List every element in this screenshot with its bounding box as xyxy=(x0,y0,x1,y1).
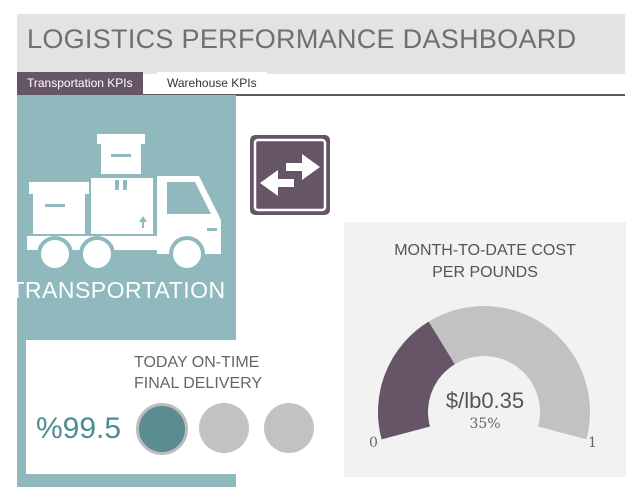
indicator-dot-empty xyxy=(264,403,314,453)
transportation-label: TRANSPORTATION xyxy=(10,277,226,303)
cost-gauge xyxy=(378,306,590,440)
on-time-delivery-card: TODAY ON-TIME FINAL DELIVERY %99.5 xyxy=(26,340,348,474)
delivery-value: %99.5 xyxy=(36,412,122,445)
swap-arrows-icon xyxy=(253,138,327,212)
gauge-min-label: 0 xyxy=(369,435,378,451)
indicator-dot-empty xyxy=(199,403,249,453)
page-title: LOGISTICS PERFORMANCE DASHBOARD xyxy=(27,24,577,54)
swap-button[interactable] xyxy=(250,135,330,215)
cost-title-line2: PER POUNDS xyxy=(432,264,538,281)
cost-title: MONTH-TO-DATE COST PER POUNDS xyxy=(344,240,626,284)
cost-title-line1: MONTH-TO-DATE COST xyxy=(394,242,576,259)
gauge-percent: 35% xyxy=(469,416,501,432)
gauge-fill xyxy=(378,321,455,440)
tab-warehouse-kpis[interactable]: Warehouse KPIs xyxy=(157,72,267,94)
delivery-title-line2: FINAL DELIVERY xyxy=(134,375,263,392)
gauge-value: $/lb0.35 xyxy=(445,388,525,413)
tab-bar: Transportation KPIs Warehouse KPIs xyxy=(17,72,625,96)
tab-transportation-kpis[interactable]: Transportation KPIs xyxy=(17,72,143,94)
delivery-title-line1: TODAY ON-TIME xyxy=(134,354,260,371)
delivery-title: TODAY ON-TIME FINAL DELIVERY xyxy=(134,352,262,394)
header: LOGISTICS PERFORMANCE DASHBOARD xyxy=(17,14,625,74)
indicator-dot-filled xyxy=(136,403,188,455)
cost-per-pound-card: MONTH-TO-DATE COST PER POUNDS $/lb0.35 3… xyxy=(344,222,626,477)
delivery-truck-icon xyxy=(27,134,221,272)
gauge-max-label: 1 xyxy=(588,435,597,451)
